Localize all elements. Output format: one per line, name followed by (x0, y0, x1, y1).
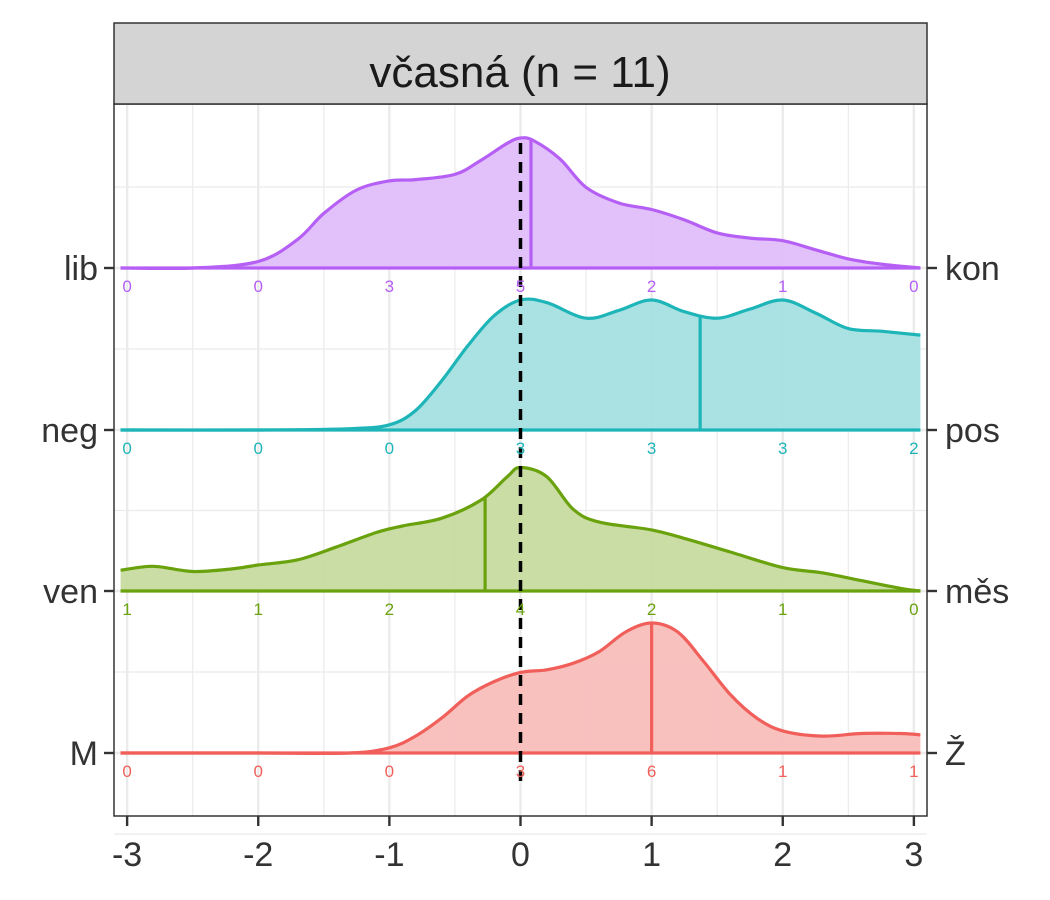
count-label: 0 (909, 600, 918, 619)
count-label: 0 (254, 439, 263, 458)
count-label: 0 (122, 439, 131, 458)
count-label: 2 (647, 600, 656, 619)
count-label: 1 (122, 600, 131, 619)
y-label-left-neg: neg (41, 412, 98, 450)
x-tick-label: 1 (642, 836, 661, 874)
density-area-M (120, 623, 921, 754)
y-label-right: pos (945, 412, 1000, 450)
count-label: 2 (647, 277, 656, 296)
count-label: 1 (254, 600, 263, 619)
count-label: 3 (778, 439, 787, 458)
count-label: 2 (385, 600, 394, 619)
count-label: 2 (909, 439, 918, 458)
count-label: 3 (516, 762, 525, 781)
count-label: 3 (385, 277, 394, 296)
count-label: 4 (516, 600, 525, 619)
count-label: 3 (516, 439, 525, 458)
x-tick-label: 2 (773, 836, 792, 874)
count-label: 0 (385, 439, 394, 458)
density-line-neg (120, 297, 921, 432)
count-label: 0 (385, 762, 394, 781)
density-line-lib (120, 136, 921, 271)
count-label: 1 (778, 277, 787, 296)
count-labels: 0 0 3 5 2 1 0 0 0 0 3 3 3 2 1 1 2 4 2 1 0 0 0 0 3 6 1 1 (122, 277, 918, 781)
count-label: 0 (254, 277, 263, 296)
count-label: 0 (122, 277, 131, 296)
y-label-right: kon (945, 250, 1000, 288)
y-label-left-M: M (70, 735, 98, 773)
count-label: 0 (122, 762, 131, 781)
x-tick-label: -3 (112, 836, 142, 874)
facet-strip-background (113, 22, 928, 105)
y-label-right: měs (945, 573, 1009, 611)
y-label-right: Ž (945, 735, 966, 773)
x-tick-label: 3 (904, 836, 923, 874)
count-label: 6 (647, 762, 656, 781)
x-tick-label: -1 (374, 836, 404, 874)
facet-strip-title: včasná (n = 11) (369, 48, 670, 97)
y-label-left-ven: ven (43, 573, 98, 611)
y-label-left-lib: lib (64, 250, 98, 288)
count-label: 0 (909, 277, 918, 296)
count-label: 0 (254, 762, 263, 781)
x-tick-label: -2 (243, 836, 273, 874)
x-tick-label: 0 (511, 836, 530, 874)
facet-strip: včasná (n = 11) (113, 22, 928, 105)
count-label: 1 (909, 762, 918, 781)
count-label: 1 (778, 600, 787, 619)
density-area-neg (120, 299, 921, 431)
density-line-ven (120, 465, 921, 593)
count-label: 5 (516, 277, 525, 296)
count-label: 1 (778, 762, 787, 781)
axes: -3 -2 -1 0 1 2 3 lib kon neg pos ven měs M Ž (41, 103, 1009, 874)
density-line-M (120, 621, 921, 755)
count-label: 3 (647, 439, 656, 458)
